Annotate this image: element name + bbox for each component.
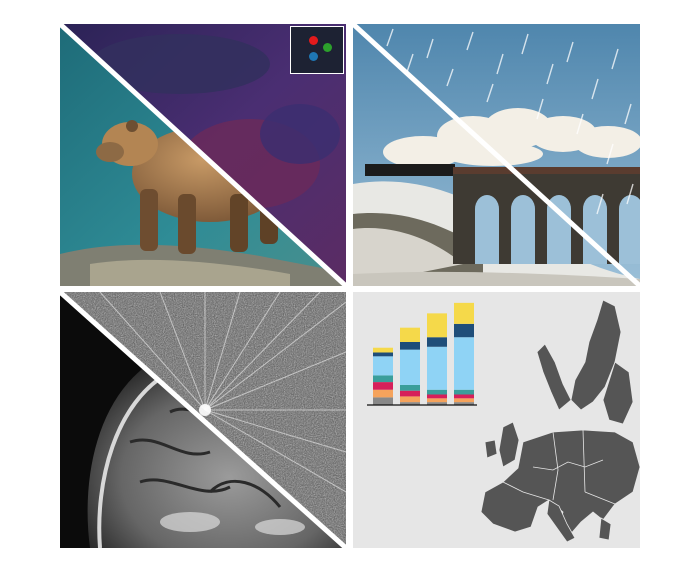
bar-segment — [400, 327, 420, 342]
bar-segment — [454, 337, 474, 390]
bar-segment — [373, 375, 393, 383]
bar-segment — [400, 342, 420, 350]
bar-segment — [454, 323, 474, 338]
bar-segment — [400, 396, 420, 403]
viaduct — [453, 174, 640, 264]
bar-segment — [400, 384, 420, 391]
red-dot-icon — [309, 36, 318, 45]
mri-scan — [60, 292, 346, 548]
bar-segment — [454, 402, 474, 405]
bar-segment — [454, 394, 474, 399]
bar-segment — [427, 394, 447, 399]
steam-train — [365, 164, 640, 176]
bar-segment — [427, 389, 447, 395]
train-photo — [353, 24, 640, 286]
bar-segment — [373, 397, 393, 405]
color-channel-indicator — [290, 26, 344, 74]
blue-dot-icon — [309, 52, 318, 61]
bar-segment — [427, 402, 447, 405]
bar-segment — [373, 352, 393, 357]
bar-segment — [427, 337, 447, 347]
mri-scan-panel — [60, 292, 346, 548]
diagonal-divider — [60, 24, 346, 286]
bar-segment — [400, 349, 420, 385]
bar-segment — [373, 356, 393, 376]
bar-segment — [454, 302, 474, 324]
bear-photo-panel — [60, 24, 346, 286]
train-photo-panel — [353, 24, 640, 286]
stacked-bar-chart — [367, 302, 477, 406]
bar-segment — [373, 382, 393, 390]
bar-segment — [427, 313, 447, 338]
bar-segment — [454, 398, 474, 403]
bar-segment — [400, 390, 420, 397]
bar-segment — [454, 389, 474, 395]
bar-segment — [427, 346, 447, 390]
europe-landmass — [480, 299, 640, 543]
green-dot-icon — [323, 43, 332, 52]
europe-map — [367, 299, 640, 543]
europe-map-panel — [353, 292, 640, 548]
diagonal-divider — [353, 24, 640, 286]
bar-segment — [373, 347, 393, 353]
bar-segment — [427, 398, 447, 403]
diagonal-divider — [60, 292, 346, 548]
bar-segment — [400, 402, 420, 405]
bar-segment — [373, 389, 393, 398]
